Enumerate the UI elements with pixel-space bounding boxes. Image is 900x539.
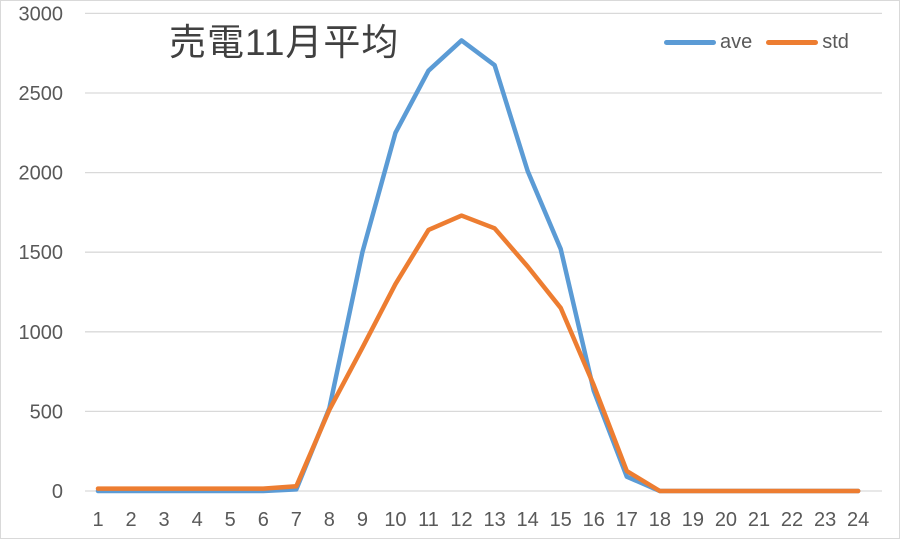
x-tick-label-15: 15: [550, 509, 572, 531]
y-tick-label-2500: 2500: [19, 83, 64, 105]
x-tick-label-14: 14: [517, 509, 539, 531]
series-line-ave[interactable]: [95, 38, 861, 494]
y-tick-label-0: 0: [52, 481, 63, 503]
x-tick-label-17: 17: [616, 509, 638, 531]
legend-swatch-ave: [664, 40, 716, 45]
x-tick-label-22: 22: [781, 509, 803, 531]
x-tick-label-5: 5: [225, 509, 236, 531]
y-tick-label-1500: 1500: [19, 242, 64, 264]
x-tick-label-4: 4: [192, 509, 203, 531]
x-tick-label-2: 2: [125, 509, 136, 531]
x-tick-label-9: 9: [357, 509, 368, 531]
x-tick-label-8: 8: [324, 509, 335, 531]
x-tick-label-10: 10: [384, 509, 406, 531]
y-tick-label-2000: 2000: [19, 163, 64, 185]
x-tick-label-12: 12: [450, 509, 472, 531]
x-tick-label-16: 16: [583, 509, 605, 531]
x-tick-label-3: 3: [159, 509, 170, 531]
legend-swatch-std: [766, 40, 819, 45]
legend-label: ave: [720, 31, 753, 53]
x-tick-label-7: 7: [291, 509, 302, 531]
legend: ave std: [664, 31, 849, 54]
x-tick-label-6: 6: [258, 509, 269, 531]
y-tick-label-3000: 3000: [19, 3, 64, 25]
y-tick-label-500: 500: [30, 401, 63, 423]
x-tick-label-18: 18: [649, 509, 671, 531]
x-tick-label-13: 13: [483, 509, 505, 531]
legend-item-std[interactable]: std: [766, 31, 849, 54]
x-tick-label-19: 19: [682, 509, 704, 531]
x-tick-label-1: 1: [92, 509, 103, 531]
legend-item-ave[interactable]: ave: [664, 31, 752, 54]
x-tick-label-11: 11: [418, 509, 439, 531]
chart-title: 売電11月平均: [169, 22, 400, 63]
x-tick-label-23: 23: [814, 509, 836, 531]
x-tick-label-20: 20: [715, 509, 737, 531]
legend-label: std: [822, 31, 849, 53]
x-tick-label-24: 24: [847, 509, 869, 531]
x-tick-label-21: 21: [748, 509, 770, 531]
y-tick-label-1000: 1000: [19, 322, 64, 344]
series-line-std[interactable]: [95, 213, 861, 494]
